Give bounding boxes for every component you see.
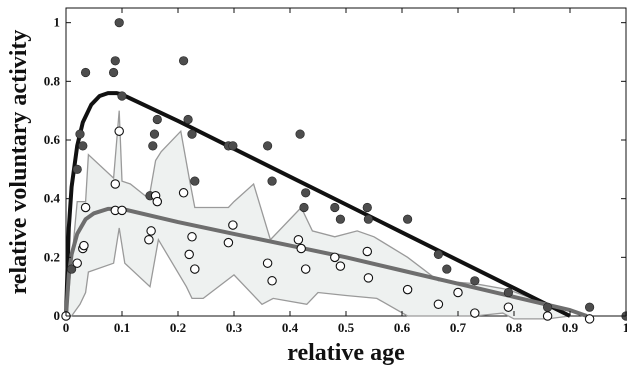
filled-point	[403, 214, 413, 224]
y-axis-title: relative voluntary activity	[6, 30, 32, 295]
filled-point	[149, 129, 160, 139]
x-tick-label: 0.3	[226, 320, 243, 335]
filled-point	[363, 214, 374, 224]
filled-point	[362, 202, 372, 213]
x-tick-label: 0.9	[562, 320, 579, 335]
open-point	[187, 232, 197, 242]
open-point	[542, 311, 553, 321]
filled-point	[542, 302, 553, 312]
filled-point	[66, 264, 77, 274]
open-point	[335, 261, 346, 271]
filled-point	[179, 56, 189, 66]
x-tick-label: 0.7	[450, 320, 467, 335]
open-point	[144, 234, 154, 245]
y-tick-label: 0.6	[44, 132, 61, 147]
filled-point	[503, 287, 514, 298]
open-point	[453, 287, 463, 298]
x-tick-label: 0.5	[338, 320, 355, 335]
open-point	[300, 264, 311, 274]
axis-ticks: 0 0.1 0.2 0.3 0.4 0.5 0.6 0.7 0.8 0.9 1 0 0.2 0.4 0.6 0…	[44, 8, 627, 335]
filled-point	[228, 141, 238, 151]
open-point	[79, 240, 89, 251]
filled-point	[72, 164, 82, 174]
x-tick-label: 0.1	[114, 320, 130, 335]
open-point	[433, 299, 444, 310]
open-point	[184, 249, 194, 260]
open-point	[330, 252, 340, 263]
y-tick-label: 0.8	[44, 73, 61, 88]
open-point	[267, 276, 277, 286]
open-point	[363, 273, 374, 283]
open-point	[362, 246, 373, 257]
filled-point	[299, 202, 309, 213]
open-point	[262, 258, 273, 268]
open-point	[503, 302, 514, 312]
open-point	[470, 308, 480, 318]
filled-point	[584, 302, 595, 312]
y-tick-label: 0.4	[44, 191, 61, 206]
filled-point	[78, 141, 88, 151]
filled-point	[148, 141, 158, 151]
open-point	[152, 196, 163, 207]
x-axis-title: relative age	[287, 340, 405, 366]
open-point	[72, 258, 82, 268]
open-point	[110, 179, 121, 189]
filled-point	[433, 249, 444, 259]
filled-point	[114, 18, 124, 28]
x-tick-label: 0	[63, 320, 70, 335]
open-point	[114, 126, 124, 136]
open-point	[293, 234, 304, 245]
lower-fit-curve	[64, 206, 588, 318]
x-tick-label: 0.8	[506, 320, 523, 335]
filled-point	[470, 276, 480, 286]
filled-point	[75, 129, 85, 139]
x-tick-label: 0.2	[170, 320, 186, 335]
band-lower-edge	[66, 227, 571, 320]
filled-point	[110, 56, 120, 66]
filled-point	[335, 214, 346, 224]
open-point	[146, 226, 156, 236]
y-tick-label: 0.2	[44, 249, 60, 264]
filled-point	[263, 141, 273, 151]
data-points	[61, 18, 627, 324]
open-point	[223, 237, 234, 248]
open-point	[117, 205, 127, 216]
filled-point	[108, 67, 119, 78]
x-tick-label: 0.4	[282, 320, 299, 335]
filled-point	[187, 129, 197, 139]
open-point	[402, 284, 413, 295]
filled-point	[301, 188, 311, 198]
filled-point	[330, 202, 340, 213]
filled-point	[267, 176, 277, 186]
open-point	[80, 202, 91, 213]
filled-point	[183, 114, 193, 125]
filled-point	[152, 114, 162, 125]
open-point	[178, 188, 189, 198]
y-tick-label: 1	[54, 15, 61, 30]
open-point	[584, 314, 595, 324]
filled-point	[117, 91, 127, 101]
filled-point	[295, 129, 305, 139]
filled-point	[80, 67, 91, 78]
filled-point	[442, 264, 452, 274]
filled-point	[190, 176, 200, 186]
y-tick-label: 0	[54, 308, 61, 323]
x-tick-label: 1	[623, 320, 627, 335]
open-point	[228, 220, 238, 230]
open-point	[190, 264, 200, 274]
x-tick-label: 0.6	[394, 320, 411, 335]
band-upper-edge	[65, 110, 571, 317]
open-point	[296, 243, 306, 254]
